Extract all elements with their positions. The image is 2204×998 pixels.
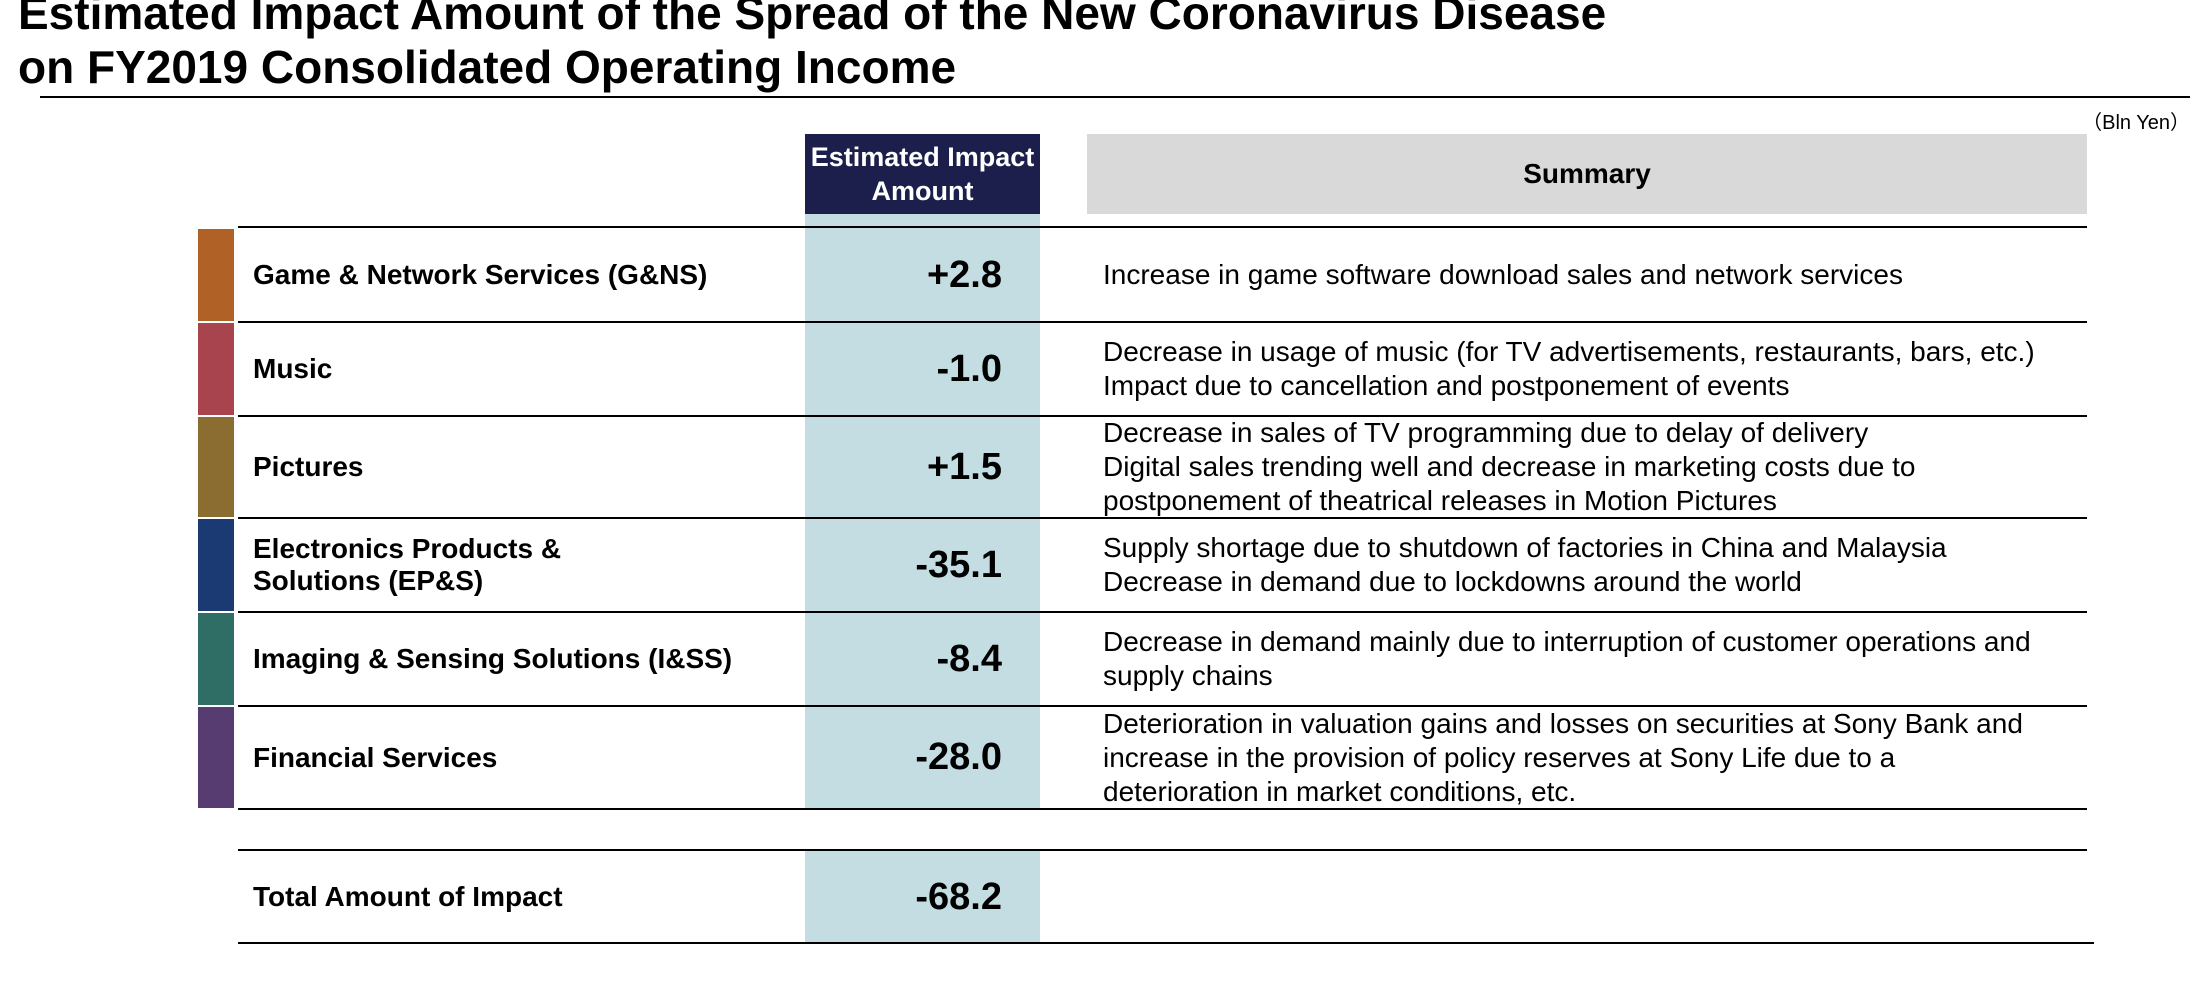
- impact-value: -35.1: [915, 543, 1002, 586]
- title-line-2: on FY2019 Consolidated Operating Income: [18, 41, 957, 93]
- summary-text: Deterioration in valuation gains and los…: [1103, 707, 2083, 808]
- segment-label: Pictures: [253, 417, 793, 517]
- segment-label: Electronics Products & Solutions (EP&S): [253, 519, 793, 611]
- segment-color-swatch: [198, 519, 234, 611]
- row-divider: [238, 808, 2087, 810]
- summary-line: Impact due to cancellation and postponem…: [1103, 370, 1790, 401]
- segment-label: Financial Services: [253, 707, 793, 808]
- summary-line: supply chains: [1103, 660, 1273, 691]
- segment-label: Music: [253, 323, 793, 415]
- impact-header-line-1: Estimated Impact: [810, 142, 1035, 172]
- unit-label: （Bln Yen）: [2082, 112, 2190, 134]
- summary-line: deterioration in market conditions, etc.: [1103, 775, 1577, 807]
- impact-value: -8.4: [936, 637, 1002, 680]
- segment-label-line: Game & Network Services (G&NS): [253, 259, 708, 290]
- total-impact-value: -68.2: [915, 875, 1002, 918]
- page-title: Estimated Impact Amount of the Spread of…: [18, 0, 1606, 94]
- summary-line: postponement of theatrical releases in M…: [1103, 485, 1777, 516]
- segment-color-swatch: [198, 417, 234, 517]
- segment-color-swatch: [198, 613, 234, 705]
- segment-label-line: Electronics Products &: [253, 533, 562, 564]
- impact-value: -28.0: [915, 736, 1002, 778]
- segment-label: Imaging & Sensing Solutions (I&SS): [253, 613, 793, 705]
- segment-label: Game & Network Services (G&NS): [253, 229, 793, 321]
- segment-label-line: Solutions (EP&S): [253, 565, 484, 596]
- impact-value: +1.5: [926, 445, 1002, 488]
- summary-line: Increase in game software download sales…: [1103, 259, 1903, 290]
- row-divider: [238, 705, 2087, 707]
- summary-line: Supply shortage due to shutdown of facto…: [1103, 532, 1947, 563]
- segment-color-swatch: [198, 229, 234, 321]
- segment-label-line: Financial Services: [253, 741, 498, 773]
- table-top-rule: [238, 226, 2087, 228]
- impact-value: +2.8: [926, 253, 1002, 296]
- summary-text: Increase in game software download sales…: [1103, 229, 2083, 321]
- summary-line: Digital sales trending well and decrease…: [1103, 451, 1916, 482]
- row-divider: [238, 517, 2087, 519]
- row-divider: [238, 611, 2087, 613]
- summary-line: Decrease in demand mainly due to interru…: [1103, 626, 2031, 657]
- segment-label-line: Music: [253, 353, 333, 384]
- total-label: Total Amount of Impact: [253, 881, 563, 912]
- summary-line: Decrease in demand due to lockdowns arou…: [1103, 566, 1802, 597]
- summary-text: Supply shortage due to shutdown of facto…: [1103, 519, 2083, 611]
- summary-text: Decrease in demand mainly due to interru…: [1103, 613, 2083, 705]
- summary-line: increase in the provision of policy rese…: [1103, 741, 1896, 773]
- total-impact-background: [805, 851, 1040, 943]
- summary-text: Decrease in sales of TV programming due …: [1103, 417, 2083, 517]
- impact-value: -1.0: [936, 347, 1002, 390]
- title-underline: [40, 96, 2190, 98]
- impact-column-background: [805, 214, 1040, 810]
- segment-label-line: Imaging & Sensing Solutions (I&SS): [253, 643, 733, 674]
- summary-column-header: Summary: [1087, 134, 2087, 214]
- summary-text: Decrease in usage of music (for TV adver…: [1103, 323, 2083, 415]
- total-top-rule: [238, 849, 2087, 851]
- impact-header-line-2: Amount: [871, 176, 974, 206]
- segment-label-line: Pictures: [253, 451, 364, 482]
- row-divider: [238, 321, 2087, 323]
- total-bottom-rule: [238, 942, 2094, 944]
- segment-color-swatch: [198, 707, 234, 808]
- title-line-1: Estimated Impact Amount of the Spread of…: [18, 0, 1607, 39]
- summary-line: Deterioration in valuation gains and los…: [1103, 707, 2023, 739]
- summary-line: Decrease in sales of TV programming due …: [1103, 417, 1869, 448]
- segment-color-swatch: [198, 323, 234, 415]
- row-divider: [238, 415, 2087, 417]
- summary-line: Decrease in usage of music (for TV adver…: [1103, 336, 2035, 367]
- impact-column-header: Estimated Impact Amount: [805, 134, 1040, 214]
